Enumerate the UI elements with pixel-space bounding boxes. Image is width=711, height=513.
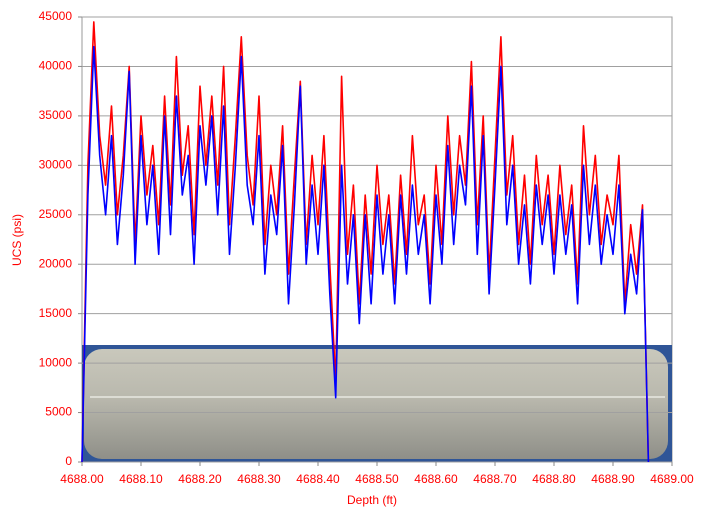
x-tick-label: 4688.00 — [60, 472, 104, 486]
y-tick-label: 15000 — [39, 306, 73, 320]
y-tick-label: 40000 — [39, 59, 73, 73]
x-tick-label: 4689.00 — [650, 472, 694, 486]
y-tick-label: 45000 — [39, 9, 73, 23]
y-tick-label: 35000 — [39, 108, 73, 122]
y-tick-label: 30000 — [39, 158, 73, 172]
y-tick-label: 10000 — [39, 355, 73, 369]
x-tick-label: 4688.30 — [237, 472, 281, 486]
x-tick-label: 4688.20 — [178, 472, 222, 486]
y-tick-label: 20000 — [39, 256, 73, 270]
x-tick-label: 4688.10 — [119, 472, 163, 486]
y-tick-label: 0 — [65, 454, 72, 468]
x-tick-label: 4688.60 — [414, 472, 458, 486]
core-photo — [84, 349, 668, 459]
y-tick-label: 5000 — [45, 405, 72, 419]
y-tick-label: 25000 — [39, 207, 73, 221]
x-tick-label: 4688.90 — [591, 472, 635, 486]
x-tick-label: 4688.40 — [296, 472, 340, 486]
x-tick-label: 4688.80 — [532, 472, 576, 486]
x-axis-title: Depth (ft) — [347, 493, 397, 507]
x-tick-label: 4688.70 — [473, 472, 517, 486]
x-tick-label: 4688.50 — [355, 472, 399, 486]
chart: Depth (ft) UCS (psi) 0 5000 10000 15000 2000… — [0, 0, 711, 508]
y-axis-title: UCS (psi) — [10, 214, 24, 266]
